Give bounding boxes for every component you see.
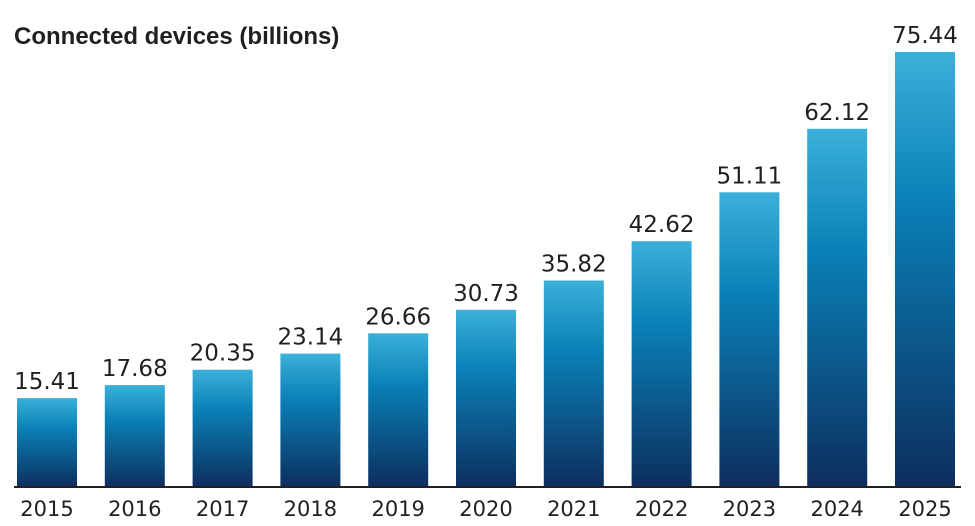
- bar-2017: [192, 369, 253, 487]
- chart-title: Connected devices (billions): [14, 23, 339, 50]
- x-tick-label-2019: 2019: [371, 497, 424, 521]
- value-label-2023: 51.11: [716, 163, 782, 189]
- bars-group: [17, 52, 955, 488]
- bar-2023: [719, 192, 780, 488]
- x-tick-label-2021: 2021: [547, 497, 600, 521]
- bar-2021: [543, 280, 604, 487]
- x-tick-label-2023: 2023: [723, 497, 776, 521]
- value-label-2015: 15.41: [14, 369, 80, 395]
- bar-2022: [631, 241, 692, 487]
- x-tick-label-2020: 2020: [459, 497, 512, 521]
- value-label-2024: 62.12: [804, 100, 870, 126]
- bar-2016: [104, 385, 165, 487]
- bar-2019: [368, 333, 429, 487]
- bar-2015: [17, 398, 77, 487]
- x-tick-label-2024: 2024: [810, 497, 863, 521]
- x-tick-label-2022: 2022: [635, 497, 688, 521]
- value-label-2020: 30.73: [453, 281, 519, 307]
- value-label-2019: 26.66: [365, 304, 431, 330]
- bar-2020: [456, 309, 516, 487]
- value-label-2018: 23.14: [277, 325, 343, 351]
- value-label-2016: 17.68: [102, 356, 168, 382]
- value-labels-group: 15.41 17.68 20.35 23.14 26.66 30.73 35.82 42.62…: [14, 23, 958, 395]
- x-tick-labels-group: 2015 2016 2017 2018 2019 2020 2021 2022 2023 2024…: [20, 497, 951, 521]
- value-label-2021: 35.82: [541, 252, 607, 278]
- x-tick-label-2017: 2017: [196, 497, 249, 521]
- value-label-2017: 20.35: [190, 341, 256, 367]
- x-tick-label-2016: 2016: [108, 497, 161, 521]
- bar-2025: [895, 52, 955, 487]
- x-tick-label-2015: 2015: [20, 497, 73, 521]
- bar-2024: [807, 128, 868, 488]
- value-label-2025: 75.44: [892, 23, 958, 49]
- x-tick-label-2018: 2018: [284, 497, 337, 521]
- value-label-2022: 42.62: [629, 212, 695, 238]
- bar-2018: [280, 353, 341, 487]
- x-tick-label-2025: 2025: [898, 497, 951, 521]
